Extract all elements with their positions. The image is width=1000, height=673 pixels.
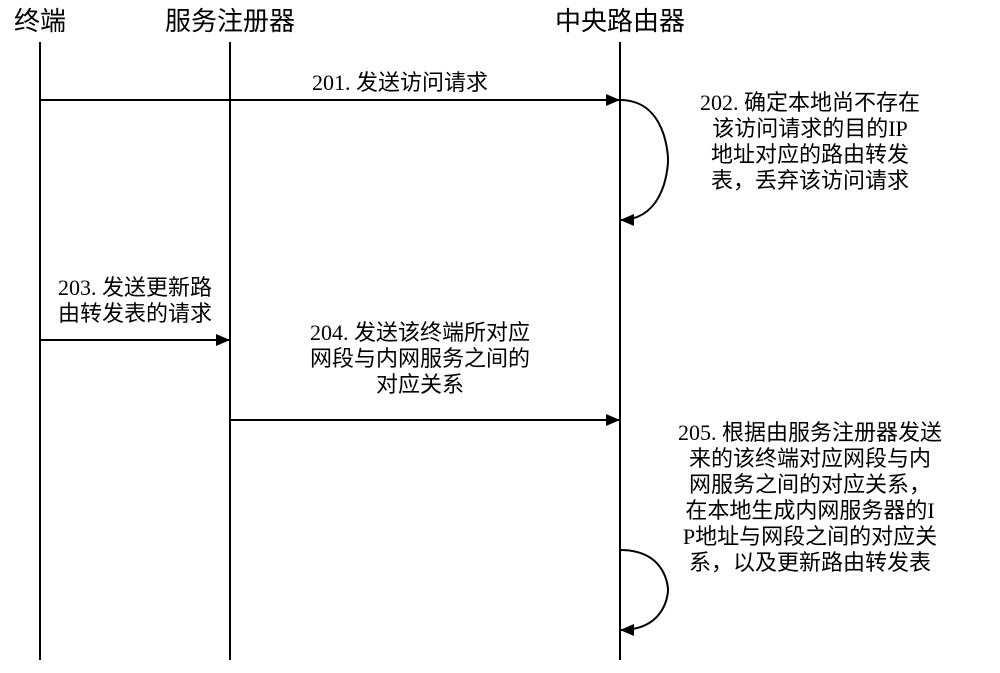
message-203: 203. 发送更新路由转发表的请求 [40, 275, 230, 346]
self-message-202: 202. 确定本地尚不存在该访问请求的目的IP地址对应的路由转发表，丢弃该访问请… [620, 90, 920, 226]
message-204-label: 204. 发送该终端所对应网段与内网服务之间的对应关系 [310, 320, 530, 397]
sequence-diagram: 终端 服务注册器 中央路由器 201. 发送访问请求 203. 发送更新路由转发… [0, 0, 1000, 673]
lifeline-label-registrar: 服务注册器 [165, 7, 295, 36]
self-message-202-label: 202. 确定本地尚不存在该访问请求的目的IP地址对应的路由转发表，丢弃该访问请… [700, 90, 920, 193]
message-201-label: 201. 发送访问请求 [312, 70, 488, 95]
message-204: 204. 发送该终端所对应网段与内网服务之间的对应关系 [230, 320, 620, 426]
self-message-205: 205. 根据由服务注册器发送来的该终端对应网段与内网服务之间的对应关系，在本地… [620, 420, 942, 636]
lifeline-label-terminal: 终端 [14, 7, 66, 36]
message-203-label: 203. 发送更新路由转发表的请求 [58, 275, 212, 326]
self-message-205-label: 205. 根据由服务注册器发送来的该终端对应网段与内网服务之间的对应关系，在本地… [678, 420, 942, 575]
message-201: 201. 发送访问请求 [40, 70, 620, 106]
lifeline-label-router: 中央路由器 [555, 7, 685, 36]
